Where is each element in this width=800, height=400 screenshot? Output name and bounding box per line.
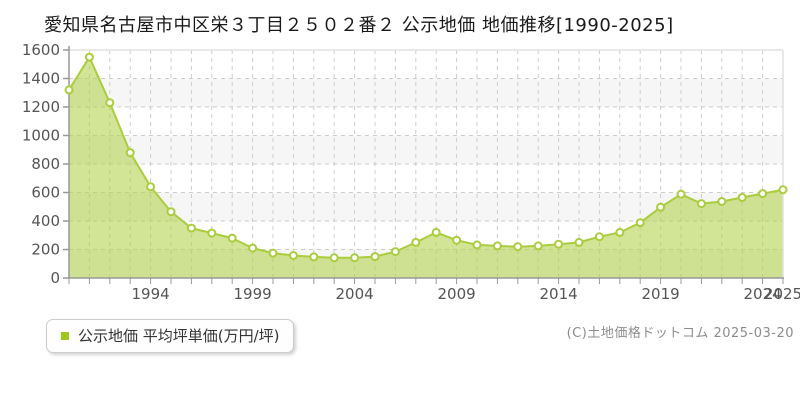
svg-text:1000: 1000: [22, 127, 60, 145]
svg-text:2009: 2009: [438, 285, 476, 303]
svg-text:600: 600: [31, 184, 60, 202]
svg-text:800: 800: [31, 155, 60, 173]
svg-text:0: 0: [50, 269, 60, 287]
svg-text:2004: 2004: [336, 285, 374, 303]
legend-series-label: 公示地価 平均坪単価(万円/坪): [78, 327, 280, 345]
chart-legend: 公示地価 平均坪単価(万円/坪): [46, 319, 294, 353]
svg-text:2024: 2024: [744, 285, 782, 303]
svg-text:2025: 2025: [764, 285, 800, 303]
series-markers: [64, 52, 788, 263]
svg-text:2014: 2014: [540, 285, 578, 303]
svg-text:1994: 1994: [132, 285, 170, 303]
svg-text:400: 400: [31, 212, 60, 230]
svg-text:1200: 1200: [22, 98, 60, 116]
series-area: [69, 57, 783, 278]
price-chart: 0 200 400 600 800 1000 1200 1400 1600 1994 1999 200…: [22, 41, 800, 303]
svg-text:2019: 2019: [642, 285, 680, 303]
page-title: 愛知県名古屋市中区栄３丁目２５０２番２ 公示地価 地価推移[1990-2025]: [44, 15, 674, 36]
chart-frame: [68, 46, 784, 279]
svg-text:1600: 1600: [22, 41, 60, 59]
svg-text:1999: 1999: [234, 285, 272, 303]
copyright-text: (C)土地価格ドットコム 2025-03-20: [566, 326, 794, 341]
svg-text:1400: 1400: [22, 70, 60, 88]
y-axis-labels: 0 200 400 600 800 1000 1200 1400 1600: [22, 41, 69, 287]
svg-text:200: 200: [31, 241, 60, 259]
legend-series-marker-icon: [61, 331, 69, 340]
